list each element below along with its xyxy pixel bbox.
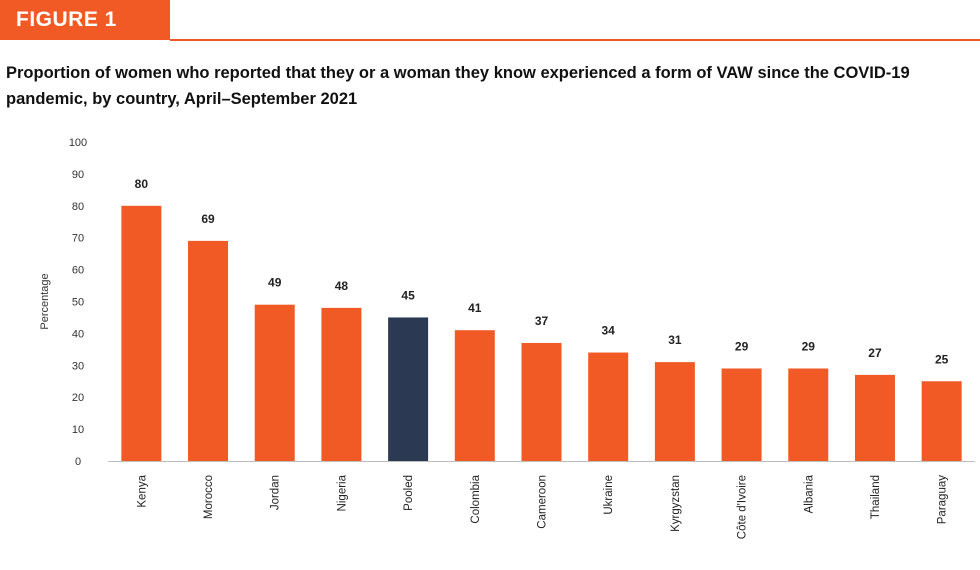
data-label: 41 <box>468 301 482 315</box>
y-tick-label: 0 <box>75 456 81 468</box>
y-tick-label: 70 <box>72 233 84 245</box>
data-label: 29 <box>802 339 816 353</box>
data-label: 27 <box>868 346 882 360</box>
x-tick-label: Nigeria <box>336 474 348 511</box>
bar <box>654 362 695 461</box>
chart-title: Proportion of women who reported that th… <box>6 64 910 108</box>
bar <box>321 307 362 461</box>
y-tick-label: 60 <box>72 265 84 277</box>
y-axis-label: Percentage <box>39 273 51 329</box>
y-tick-label: 90 <box>72 169 84 181</box>
x-tick-label: Albania <box>803 474 815 513</box>
x-tick-label: Colombia <box>470 474 482 523</box>
bar <box>921 381 962 461</box>
bar <box>788 368 829 461</box>
bar <box>721 368 762 461</box>
bar <box>188 240 229 461</box>
x-tick-label: Morocco <box>203 475 215 519</box>
bar <box>254 304 295 461</box>
data-label: 45 <box>401 288 415 302</box>
x-tick-label: Paraguay <box>937 475 949 524</box>
y-tick-label: 50 <box>72 297 84 309</box>
bar <box>854 374 895 461</box>
bar <box>121 205 162 461</box>
figure-label: FIGURE 1 <box>0 0 170 40</box>
x-tick-label: Kyrgyzstan <box>670 475 682 532</box>
data-label: 49 <box>268 276 282 290</box>
data-label: 25 <box>935 352 949 366</box>
y-tick-label: 10 <box>72 424 84 436</box>
data-label: 34 <box>602 324 616 338</box>
y-tick-label: 30 <box>72 360 84 372</box>
x-tick-label: Pooled <box>403 475 415 511</box>
data-label: 37 <box>535 314 549 328</box>
bar <box>454 330 495 461</box>
bar <box>521 342 562 461</box>
y-tick-label: 40 <box>72 328 84 340</box>
data-label: 29 <box>735 339 749 353</box>
y-tick-label: 100 <box>69 137 87 149</box>
data-label: 48 <box>335 279 349 293</box>
figure-header: FIGURE 1 <box>0 0 980 41</box>
x-tick-label: Côte d'Ivoire <box>737 475 749 539</box>
data-label: 69 <box>201 212 215 226</box>
bar <box>388 317 429 461</box>
x-tick-label: Jordan <box>270 475 282 510</box>
x-tick-label: Thailand <box>870 475 882 519</box>
header-rule <box>170 39 980 41</box>
bar <box>588 352 629 461</box>
data-label: 31 <box>668 333 682 347</box>
y-tick-label: 80 <box>72 201 84 213</box>
y-tick-label: 20 <box>72 392 84 404</box>
x-tick-label: Cameroon <box>537 475 549 529</box>
data-label: 80 <box>135 177 149 191</box>
x-tick-label: Kenya <box>136 474 148 507</box>
x-tick-label: Ukraine <box>603 475 615 515</box>
